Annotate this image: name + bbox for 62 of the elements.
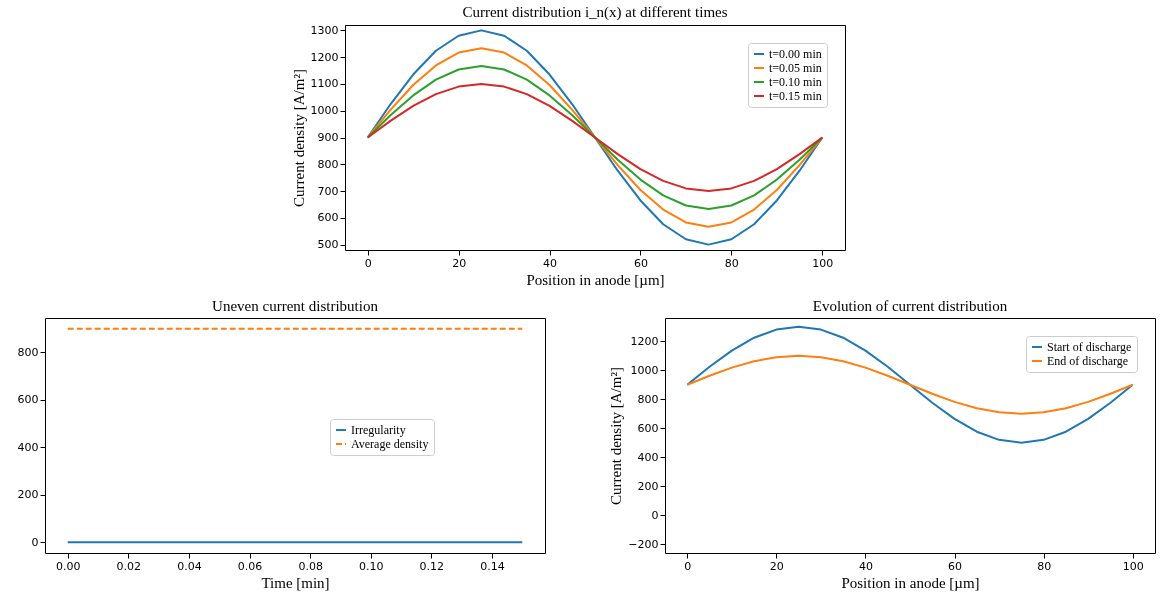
legend-label: t=0.05 min <box>769 61 822 75</box>
y-tick-label: −200 <box>628 537 659 551</box>
legend-label: End of discharge <box>1047 354 1129 368</box>
line-series <box>686 354 1134 415</box>
y-tick-label: 600 <box>17 393 39 407</box>
y-tick-label: 200 <box>17 488 39 502</box>
y-tick-label: 1100 <box>310 77 339 91</box>
x-tick-label: 20 <box>452 256 467 270</box>
line-series <box>686 325 1134 444</box>
y-tick-label: 500 <box>317 238 339 252</box>
x-tick-label: 0.12 <box>419 559 445 573</box>
x-tick-label: 0.02 <box>116 559 142 573</box>
y-tick-label: 600 <box>317 211 339 225</box>
y-tick-label: 600 <box>637 421 659 435</box>
chart-title: Current distribution i_n(x) at different times <box>462 4 728 22</box>
x-tick-label: 0.10 <box>359 559 384 573</box>
legend-label: t=0.15 min <box>769 89 822 103</box>
y-tick-label: 800 <box>17 345 39 359</box>
y-tick-label: 1200 <box>630 334 659 348</box>
x-tick-label: 0.14 <box>480 559 505 573</box>
y-tick-label: 200 <box>637 479 659 493</box>
y-axis-title: Current density [A/m²] <box>608 367 625 505</box>
y-tick-label: 800 <box>637 392 659 406</box>
x-tick-label: 0.00 <box>55 559 81 573</box>
x-axis-title: Position in anode [µm] <box>841 574 980 591</box>
chart-title: Uneven current distribution <box>212 298 379 314</box>
x-tick-label: 0 <box>684 559 692 573</box>
x-axis-title: Time [min] <box>261 574 330 591</box>
x-tick-label: 80 <box>1037 559 1052 573</box>
x-tick-label: 60 <box>633 256 648 270</box>
y-tick-label: 700 <box>317 184 339 198</box>
legend-label: t=0.10 min <box>769 75 822 89</box>
y-tick-label: 900 <box>317 131 339 144</box>
y-tick-label: 400 <box>17 440 39 454</box>
legend-label: Start of discharge <box>1047 340 1132 354</box>
x-tick-label: 0.06 <box>237 559 263 573</box>
x-tick-label: 60 <box>948 559 963 573</box>
y-tick-label: 1000 <box>630 363 659 377</box>
x-axis-title: Position in anode [µm] <box>526 271 665 288</box>
y-tick-label: 1000 <box>310 104 339 118</box>
x-tick-label: 0.04 <box>177 559 202 573</box>
y-tick-label: 0 <box>31 535 39 549</box>
chart-title: Evolution of current distribution <box>812 298 1008 314</box>
x-tick-label: 0.08 <box>298 559 323 573</box>
x-tick-label: 40 <box>858 559 873 573</box>
x-tick-label: 80 <box>724 256 739 270</box>
y-axis-title: Current density [A/m²] <box>290 69 307 207</box>
x-tick-label: 100 <box>1122 559 1144 573</box>
x-tick-label: 0 <box>364 256 372 270</box>
legend-label: Average density <box>351 437 429 452</box>
y-tick-label: 400 <box>637 450 659 464</box>
line-series <box>366 64 824 211</box>
legend-label: Irregularity <box>351 423 406 438</box>
x-tick-label: 40 <box>543 256 558 270</box>
x-tick-label: 20 <box>769 559 784 573</box>
line-series <box>366 29 824 246</box>
legend-label: t=0.00 min <box>769 47 822 61</box>
y-tick-label: 1200 <box>310 50 339 64</box>
y-tick-label: 1300 <box>310 23 339 37</box>
y-tick-label: 800 <box>317 157 339 171</box>
x-tick-label: 100 <box>812 256 834 270</box>
y-tick-label: 0 <box>651 508 659 522</box>
